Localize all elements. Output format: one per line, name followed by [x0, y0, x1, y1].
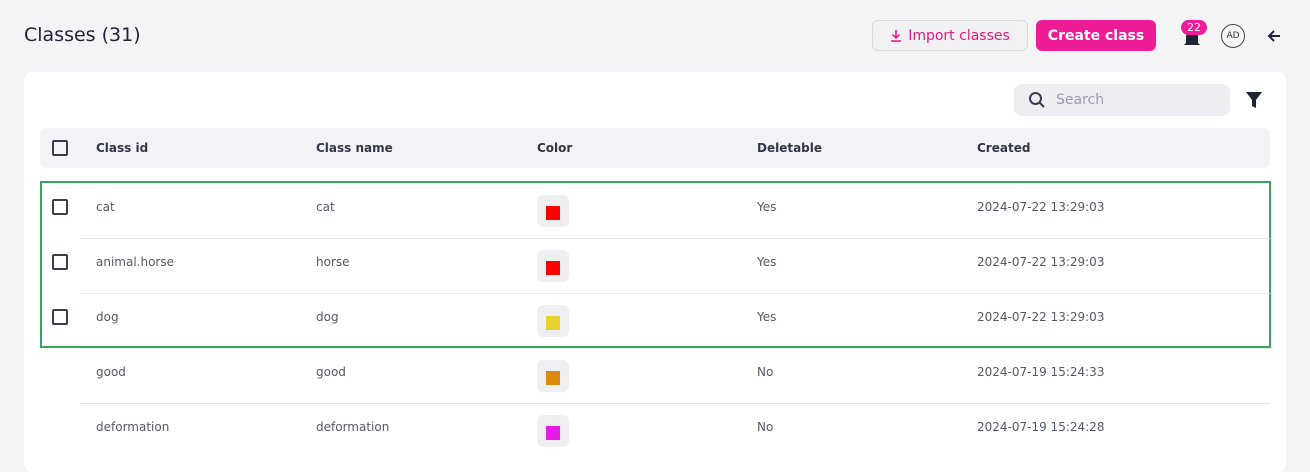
cell-class-id: dog [96, 310, 119, 324]
avatar[interactable]: AD [1221, 24, 1245, 48]
cell-class-name: dog [316, 310, 339, 324]
color-swatch [537, 305, 569, 337]
create-button[interactable]: Create class [1036, 20, 1156, 51]
selection-highlight [40, 181, 1271, 348]
cell-deletable: Yes [757, 200, 777, 214]
table-header: Class id Class name Color Deletable Created [40, 128, 1270, 168]
row-checkbox[interactable] [52, 309, 68, 325]
column-header: Class id [96, 141, 149, 155]
color-chip [546, 316, 560, 330]
download-icon [891, 30, 902, 42]
color-chip [546, 426, 560, 440]
cell-class-name: horse [316, 255, 350, 269]
search-icon [1029, 92, 1045, 108]
row-separator [80, 293, 1270, 294]
cell-class-id: good [96, 365, 126, 379]
cell-class-name: cat [316, 200, 335, 214]
select-all-checkbox[interactable] [52, 140, 68, 156]
row-checkbox[interactable] [52, 254, 68, 270]
cell-class-id: cat [96, 200, 115, 214]
cell-deletable: No [757, 420, 774, 434]
cell-deletable: Yes [757, 255, 777, 269]
column-header: Deletable [757, 141, 823, 155]
search-box[interactable]: Search [1014, 84, 1230, 116]
cell-created: 2024-07-22 13:29:03 [977, 200, 1105, 214]
import-label: Import classes [908, 27, 1010, 44]
color-swatch [537, 250, 569, 282]
cell-class-id: deformation [96, 420, 170, 434]
color-swatch [537, 195, 569, 227]
color-chip [546, 371, 560, 385]
column-header: Class name [316, 141, 393, 155]
search-placeholder: Search [1056, 92, 1105, 108]
filter-icon[interactable] [1245, 91, 1263, 109]
back-icon[interactable] [1266, 28, 1282, 44]
cell-created: 2024-07-22 13:29:03 [977, 255, 1105, 269]
column-header: Color [537, 141, 573, 155]
color-swatch [537, 360, 569, 392]
row-separator [80, 403, 1270, 404]
notification-badge: 22 [1181, 20, 1207, 35]
import-button[interactable]: Import classes [872, 20, 1028, 51]
page: {"header": {"title": "Classes (31)", "im… [24, 20, 1286, 472]
cell-class-name: deformation [316, 420, 390, 434]
row-separator [80, 238, 1270, 239]
row-separator [80, 348, 1270, 349]
column-header: Created [977, 141, 1031, 155]
cell-class-id: animal.horse [96, 255, 174, 269]
cell-created: 2024-07-19 15:24:33 [977, 365, 1105, 379]
cell-deletable: No [757, 365, 774, 379]
cell-deletable: Yes [757, 310, 777, 324]
page-title: Classes (31) [24, 24, 141, 46]
color-chip [546, 206, 560, 220]
color-chip [546, 261, 560, 275]
color-swatch [537, 415, 569, 447]
cell-created: 2024-07-19 15:24:28 [977, 420, 1105, 434]
cell-created: 2024-07-22 13:29:03 [977, 310, 1105, 324]
cell-class-name: good [316, 365, 346, 379]
row-checkbox[interactable] [52, 199, 68, 215]
